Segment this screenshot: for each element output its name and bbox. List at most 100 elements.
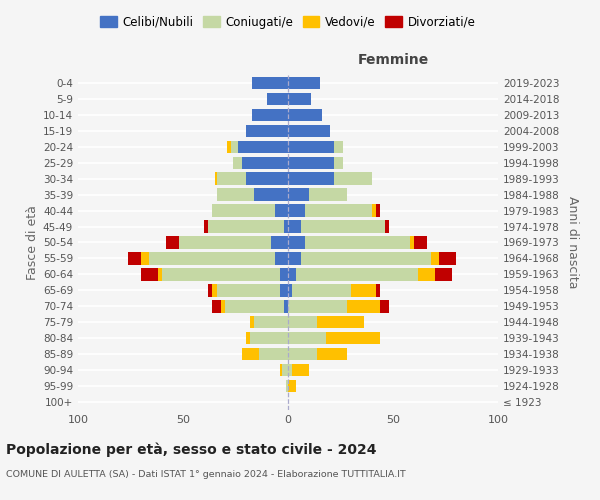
Bar [259,348,288,360]
Y-axis label: Anni di nascita: Anni di nascita [566,196,579,289]
Text: Popolazione per età, sesso e stato civile - 2024: Popolazione per età, sesso e stato civil… [6,442,377,457]
Bar [372,204,376,217]
Bar [282,364,288,376]
Bar [232,140,238,153]
Bar [242,348,259,360]
Text: Femmine: Femmine [358,52,428,66]
Bar [288,348,317,360]
Bar [141,252,149,264]
Bar [288,332,326,344]
Bar [288,108,322,121]
Bar [208,220,284,233]
Bar [435,268,452,280]
Bar [267,92,288,105]
Bar [292,364,309,376]
Bar [410,236,414,248]
Bar [215,172,217,185]
Bar [431,252,439,264]
Bar [288,268,296,280]
Bar [288,140,334,153]
Bar [376,284,380,296]
Bar [305,204,372,217]
Bar [288,156,334,169]
Bar [162,268,280,280]
Bar [284,220,288,233]
Bar [254,316,288,328]
Bar [204,220,208,233]
Bar [288,124,330,137]
Bar [288,316,317,328]
Bar [347,300,380,312]
Bar [221,300,225,312]
Bar [288,172,334,185]
Bar [385,220,389,233]
Bar [246,124,288,137]
Bar [217,188,254,201]
Bar [414,236,427,248]
Bar [317,348,347,360]
Bar [254,188,288,201]
Bar [288,77,320,89]
Bar [376,204,380,217]
Bar [288,188,309,201]
Bar [238,140,288,153]
Bar [252,77,288,89]
Bar [275,204,288,217]
Bar [380,300,389,312]
Bar [286,380,288,392]
Bar [288,236,305,248]
Bar [301,220,385,233]
Bar [128,252,141,264]
Bar [227,140,232,153]
Bar [288,284,292,296]
Bar [334,156,343,169]
Bar [351,284,376,296]
Bar [280,284,288,296]
Bar [288,92,311,105]
Legend: Celibi/Nubili, Coniugati/e, Vedovi/e, Divorziati/e: Celibi/Nubili, Coniugati/e, Vedovi/e, Di… [95,11,481,34]
Bar [212,284,217,296]
Bar [217,172,246,185]
Bar [242,156,288,169]
Bar [141,268,158,280]
Bar [252,108,288,121]
Bar [288,300,347,312]
Bar [208,284,212,296]
Bar [217,284,280,296]
Bar [149,252,275,264]
Bar [250,316,254,328]
Bar [246,332,250,344]
Bar [166,236,179,248]
Bar [288,252,301,264]
Bar [158,268,162,280]
Bar [305,236,410,248]
Bar [292,284,351,296]
Bar [246,172,288,185]
Y-axis label: Fasce di età: Fasce di età [26,205,39,280]
Bar [418,268,435,280]
Bar [301,252,431,264]
Bar [225,300,284,312]
Bar [233,156,242,169]
Bar [280,364,282,376]
Bar [334,172,372,185]
Bar [288,204,305,217]
Bar [296,268,418,280]
Bar [284,300,288,312]
Bar [212,204,275,217]
Bar [309,188,347,201]
Text: COMUNE DI AULETTA (SA) - Dati ISTAT 1° gennaio 2024 - Elaborazione TUTTITALIA.IT: COMUNE DI AULETTA (SA) - Dati ISTAT 1° g… [6,470,406,479]
Bar [326,332,380,344]
Bar [288,220,301,233]
Bar [179,236,271,248]
Bar [334,140,343,153]
Bar [288,364,292,376]
Bar [250,332,288,344]
Bar [275,252,288,264]
Bar [288,380,296,392]
Bar [439,252,456,264]
Bar [280,268,288,280]
Bar [212,300,221,312]
Bar [271,236,288,248]
Bar [317,316,364,328]
